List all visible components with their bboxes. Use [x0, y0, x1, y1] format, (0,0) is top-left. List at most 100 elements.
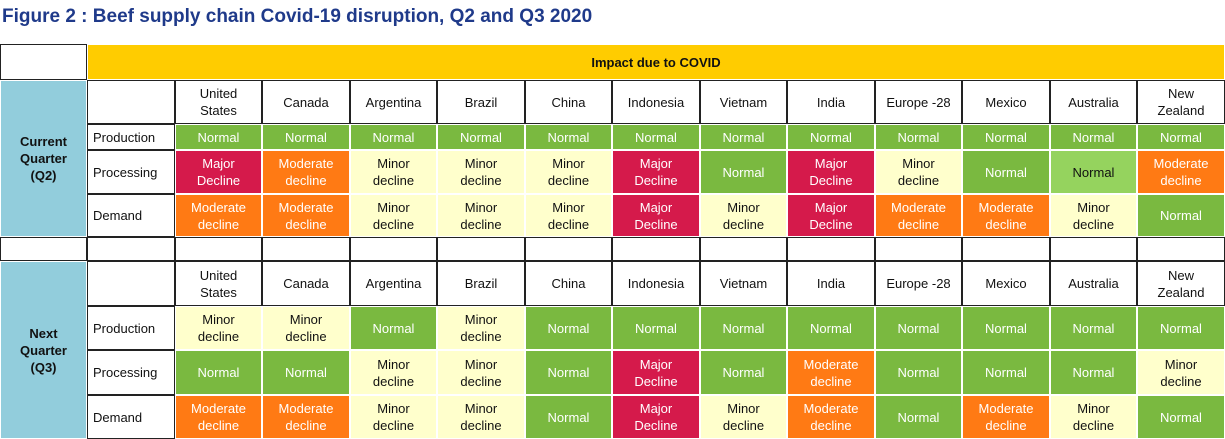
status-cell: Major Decline	[612, 350, 700, 395]
country-header: Vietnam	[700, 261, 787, 306]
category-label: Production	[87, 124, 175, 150]
status-cell: Minor decline	[175, 306, 262, 350]
country-header: Brazil	[437, 261, 525, 306]
status-cell: Normal	[1137, 124, 1225, 150]
status-cell: Minor decline	[437, 350, 525, 395]
country-header: China	[525, 80, 612, 124]
status-cell: Normal	[962, 306, 1050, 350]
status-cell: Moderate decline	[262, 194, 350, 237]
status-cell: Moderate decline	[787, 395, 875, 439]
status-cell: Normal	[175, 124, 262, 150]
status-cell: Normal	[962, 124, 1050, 150]
status-cell: Normal	[787, 306, 875, 350]
status-cell: Normal	[1050, 150, 1137, 194]
status-cell: Normal	[962, 350, 1050, 395]
spacer-cell	[1137, 237, 1225, 261]
country-header: Indonesia	[612, 261, 700, 306]
spacer-cell	[700, 237, 787, 261]
category-label: Production	[87, 306, 175, 350]
status-cell: Minor decline	[525, 194, 612, 237]
status-cell: Moderate decline	[875, 194, 962, 237]
status-cell: Normal	[1137, 395, 1225, 439]
country-header: Indonesia	[612, 80, 700, 124]
status-cell: Minor decline	[350, 194, 437, 237]
country-header: Mexico	[962, 261, 1050, 306]
status-cell: Minor decline	[700, 194, 787, 237]
header-blank	[87, 80, 175, 124]
country-header: India	[787, 80, 875, 124]
figure-title: Figure 2 : Beef supply chain Covid-19 di…	[2, 6, 593, 27]
country-header: Australia	[1050, 80, 1137, 124]
status-cell: Moderate decline	[962, 194, 1050, 237]
status-cell: Normal	[1050, 124, 1137, 150]
status-cell: Minor decline	[700, 395, 787, 439]
status-cell: Minor decline	[262, 306, 350, 350]
status-cell: Normal	[525, 395, 612, 439]
status-cell: Normal	[700, 124, 787, 150]
status-cell: Minor decline	[437, 306, 525, 350]
country-header: China	[525, 261, 612, 306]
status-cell: Minor decline	[1137, 350, 1225, 395]
status-cell: Minor decline	[437, 395, 525, 439]
country-header: Australia	[1050, 261, 1137, 306]
spacer-cell	[437, 237, 525, 261]
status-cell: Minor decline	[350, 350, 437, 395]
country-header: Brazil	[437, 80, 525, 124]
status-cell: Normal	[525, 350, 612, 395]
category-label: Processing	[87, 350, 175, 395]
status-cell: Major Decline	[175, 150, 262, 194]
corner-blank	[0, 44, 87, 80]
status-cell: Minor decline	[1050, 395, 1137, 439]
spacer-cell	[525, 237, 612, 261]
country-header: United States	[175, 261, 262, 306]
spacer-cell	[875, 237, 962, 261]
status-cell: Normal	[700, 350, 787, 395]
status-cell: Minor decline	[350, 150, 437, 194]
status-cell: Normal	[700, 306, 787, 350]
country-header: Argentina	[350, 80, 437, 124]
status-cell: Normal	[262, 350, 350, 395]
spacer-cell	[787, 237, 875, 261]
country-header: India	[787, 261, 875, 306]
status-cell: Major Decline	[787, 150, 875, 194]
status-cell: Normal	[1050, 350, 1137, 395]
status-cell: Normal	[787, 124, 875, 150]
country-header: New Zealand	[1137, 80, 1225, 124]
status-cell: Normal	[875, 350, 962, 395]
status-cell: Minor decline	[437, 150, 525, 194]
country-header: Europe -28	[875, 80, 962, 124]
status-cell: Normal	[612, 306, 700, 350]
status-cell: Major Decline	[612, 395, 700, 439]
country-header: Vietnam	[700, 80, 787, 124]
status-cell: Normal	[962, 150, 1050, 194]
status-cell: Minor decline	[437, 194, 525, 237]
spacer-cell	[0, 237, 87, 261]
status-cell: Normal	[875, 306, 962, 350]
status-cell: Minor decline	[875, 150, 962, 194]
country-header: Canada	[262, 80, 350, 124]
status-cell: Moderate decline	[175, 395, 262, 439]
status-cell: Normal	[875, 395, 962, 439]
quarter-label: Current Quarter (Q2)	[0, 80, 87, 237]
status-cell: Normal	[1137, 194, 1225, 237]
status-cell: Moderate decline	[787, 350, 875, 395]
spacer-cell	[962, 237, 1050, 261]
spacer-cell	[175, 237, 262, 261]
status-cell: Major Decline	[787, 194, 875, 237]
status-cell: Normal	[350, 124, 437, 150]
spacer-cell	[612, 237, 700, 261]
status-cell: Normal	[262, 124, 350, 150]
country-header: Argentina	[350, 261, 437, 306]
country-header: United States	[175, 80, 262, 124]
status-cell: Normal	[1050, 306, 1137, 350]
status-cell: Normal	[350, 306, 437, 350]
category-label: Demand	[87, 194, 175, 237]
category-label: Processing	[87, 150, 175, 194]
status-cell: Normal	[875, 124, 962, 150]
status-cell: Major Decline	[612, 194, 700, 237]
status-cell: Major Decline	[612, 150, 700, 194]
status-cell: Normal	[175, 350, 262, 395]
country-header: Europe -28	[875, 261, 962, 306]
status-cell: Normal	[1137, 306, 1225, 350]
